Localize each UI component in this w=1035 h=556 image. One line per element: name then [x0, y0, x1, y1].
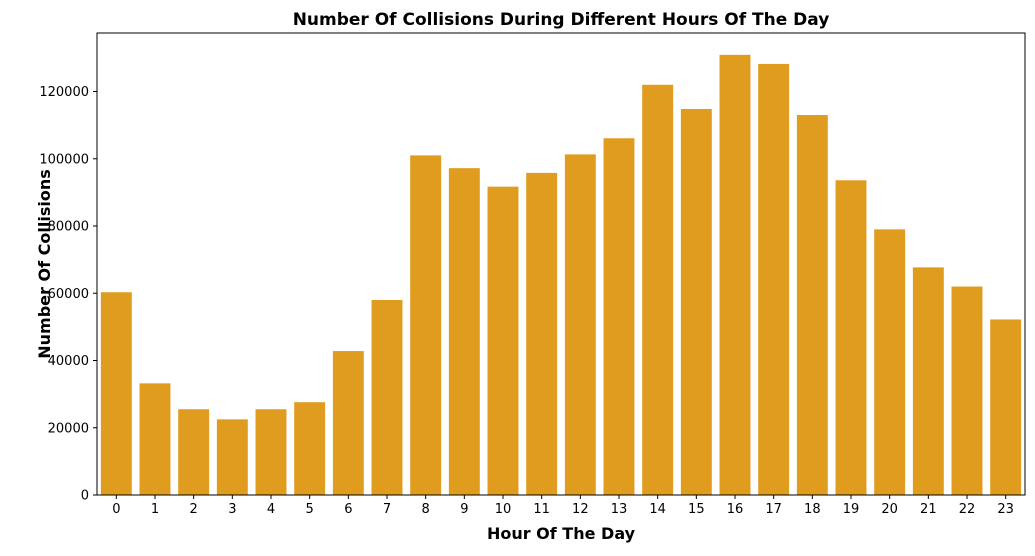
bar-hour-1: [139, 383, 171, 495]
x-tick-label: 20: [881, 502, 898, 517]
x-tick-label: 10: [495, 502, 512, 517]
bar-hour-17: [758, 63, 790, 496]
bars-group: [100, 54, 1022, 496]
bar-hour-11: [526, 172, 558, 495]
y-tick-label: 40000: [48, 354, 89, 369]
x-tick-label: 4: [267, 502, 275, 517]
x-tick-label: 1: [151, 502, 159, 517]
bar-hour-21: [912, 267, 944, 495]
x-tick-label: 7: [383, 502, 391, 517]
bar-hour-15: [680, 108, 712, 496]
bar-hour-18: [796, 115, 828, 495]
x-tick-label: 18: [804, 502, 821, 517]
bar-hour-20: [874, 229, 906, 495]
x-tick-label: 8: [422, 502, 430, 517]
bar-hour-22: [951, 286, 983, 495]
y-tick-label: 100000: [39, 152, 89, 167]
bar-hour-19: [835, 180, 867, 495]
x-tick-label: 22: [959, 502, 976, 517]
chart-title: Number Of Collisions During Different Ho…: [293, 10, 830, 30]
x-tick-label: 0: [112, 502, 120, 517]
x-tick-label: 15: [688, 502, 705, 517]
bar-hour-7: [371, 299, 403, 495]
x-axis-label: Hour Of The Day: [487, 524, 636, 543]
bar-hour-16: [719, 54, 751, 496]
bar-hour-23: [990, 319, 1022, 495]
bar-hour-3: [216, 419, 248, 495]
bar-hour-10: [487, 186, 519, 495]
bar-hour-13: [603, 138, 635, 496]
x-axis-ticks: 0 1 2 3 4 5 6 7 8 9 10 11 12 13 14 15 16 17 18 19 20 21 22 23: [112, 495, 1014, 517]
y-tick-label: 0: [81, 489, 89, 504]
x-tick-label: 16: [727, 502, 744, 517]
x-tick-label: 6: [344, 502, 352, 517]
y-axis-ticks: 0 20000 40000 60000 80000 100000 120000: [39, 85, 97, 504]
x-tick-label: 14: [649, 502, 666, 517]
bar-hour-5: [294, 402, 326, 495]
bar-hour-9: [448, 168, 480, 496]
x-tick-label: 21: [920, 502, 937, 517]
x-tick-label: 11: [533, 502, 550, 517]
y-tick-label: 120000: [39, 85, 89, 100]
bar-hour-12: [564, 154, 596, 495]
y-axis-label: Number Of Collisions: [35, 169, 54, 358]
x-tick-label: 9: [460, 502, 468, 517]
bar-hour-2: [178, 409, 210, 495]
x-tick-label: 19: [843, 502, 860, 517]
plot-frame: [96, 32, 1026, 496]
bar-hour-14: [642, 84, 674, 495]
bar-hour-4: [255, 409, 287, 495]
x-tick-label: 3: [228, 502, 236, 517]
x-tick-label: 5: [306, 502, 314, 517]
x-tick-label: 2: [190, 502, 198, 517]
bar-hour-6: [332, 351, 364, 495]
x-tick-label: 13: [611, 502, 628, 517]
x-tick-label: 23: [997, 502, 1014, 517]
x-tick-label: 12: [572, 502, 589, 517]
bar-hour-0: [100, 292, 132, 495]
bar-hour-8: [410, 155, 442, 495]
x-tick-label: 17: [765, 502, 782, 517]
y-tick-label: 20000: [48, 421, 89, 436]
y-tick-label: 60000: [48, 287, 89, 302]
y-tick-label: 80000: [48, 220, 89, 235]
